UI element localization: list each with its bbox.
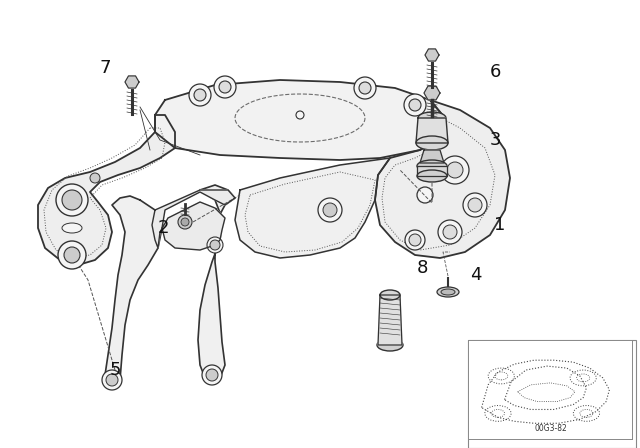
Circle shape	[106, 374, 118, 386]
Circle shape	[64, 247, 80, 263]
Ellipse shape	[437, 287, 459, 297]
Circle shape	[210, 240, 220, 250]
Circle shape	[405, 230, 425, 250]
Circle shape	[178, 215, 192, 229]
Circle shape	[214, 76, 236, 98]
Text: 7: 7	[99, 59, 111, 77]
Polygon shape	[155, 80, 445, 160]
Text: 4: 4	[470, 266, 482, 284]
Text: 2: 2	[157, 219, 169, 237]
Circle shape	[354, 77, 376, 99]
Circle shape	[417, 187, 433, 203]
Circle shape	[202, 365, 222, 385]
Circle shape	[181, 218, 189, 226]
Ellipse shape	[441, 289, 455, 295]
Circle shape	[318, 198, 342, 222]
Circle shape	[207, 237, 223, 253]
Circle shape	[296, 111, 304, 119]
Circle shape	[206, 369, 218, 381]
Circle shape	[359, 82, 371, 94]
Text: 8: 8	[416, 259, 428, 277]
Circle shape	[438, 220, 462, 244]
Circle shape	[463, 193, 487, 217]
Polygon shape	[375, 100, 510, 258]
Circle shape	[219, 81, 231, 93]
Circle shape	[404, 94, 426, 116]
Polygon shape	[152, 190, 235, 250]
Circle shape	[90, 173, 100, 183]
Polygon shape	[378, 295, 402, 345]
Circle shape	[194, 89, 206, 101]
Polygon shape	[125, 76, 139, 88]
Circle shape	[409, 234, 421, 246]
Polygon shape	[417, 166, 447, 176]
Circle shape	[62, 190, 82, 210]
Ellipse shape	[418, 112, 446, 124]
Polygon shape	[105, 196, 162, 385]
Text: 6: 6	[490, 63, 500, 81]
Ellipse shape	[62, 223, 82, 233]
Text: 3: 3	[489, 131, 500, 149]
Circle shape	[58, 241, 86, 269]
Polygon shape	[235, 158, 390, 258]
Circle shape	[443, 225, 457, 239]
Text: 5: 5	[109, 361, 121, 379]
Circle shape	[323, 203, 337, 217]
Text: 00G3-82: 00G3-82	[534, 424, 567, 433]
Circle shape	[56, 184, 88, 216]
Ellipse shape	[417, 170, 447, 182]
Ellipse shape	[416, 136, 448, 150]
Circle shape	[447, 162, 463, 178]
Bar	[468, 340, 636, 448]
Polygon shape	[38, 115, 175, 265]
Polygon shape	[420, 150, 444, 163]
Text: 1: 1	[494, 216, 506, 234]
Circle shape	[441, 156, 469, 184]
Ellipse shape	[417, 160, 447, 172]
Ellipse shape	[380, 290, 400, 300]
Polygon shape	[424, 86, 440, 100]
Circle shape	[102, 370, 122, 390]
Polygon shape	[416, 118, 448, 143]
Polygon shape	[198, 185, 235, 382]
Ellipse shape	[377, 339, 403, 351]
Polygon shape	[425, 49, 439, 61]
Circle shape	[409, 99, 421, 111]
Circle shape	[468, 198, 482, 212]
Circle shape	[189, 84, 211, 106]
